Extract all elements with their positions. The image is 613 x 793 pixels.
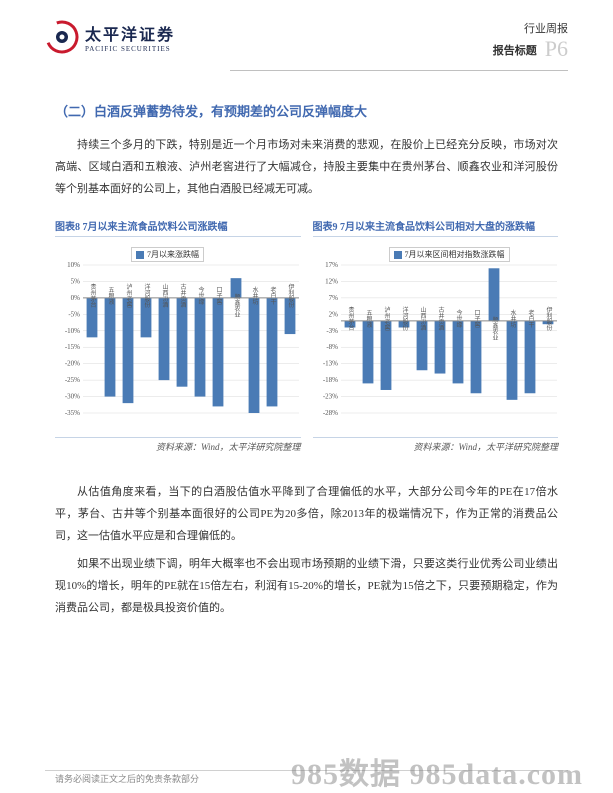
page-header: 太平洋证券 PACIFIC SECURITIES 行业周报 报告标题 P6 — [0, 0, 613, 70]
main-content: （二）白酒反弹蓄势待发，有预期差的公司反弹幅度大 持续三个多月的下跌，特别是近一… — [0, 71, 613, 453]
header-title: 报告标题 — [493, 45, 537, 57]
svg-text:-35%: -35% — [65, 409, 80, 417]
svg-text:古井贡酒: 古井贡酒 — [437, 306, 444, 332]
chart-right-canvas: 7月以来区间相对指数涨跌幅 -28%-23%-18%-13%-8%-3%2%7%… — [313, 243, 559, 433]
header-category: 行业周报 — [493, 20, 568, 36]
para-3: 如果不出现业绩下调，明年大概率也不会出现市场预期的业绩下滑，只要这类行业优秀公司… — [55, 553, 558, 619]
svg-text:水井坊: 水井坊 — [509, 309, 516, 329]
svg-text:山西汾酒: 山西汾酒 — [419, 306, 426, 332]
para-2: 从估值角度来看，当下的白酒股估值水平降到了合理偏低的水平，大部分公司今年的PE在… — [55, 481, 558, 547]
svg-text:-5%: -5% — [68, 310, 80, 318]
svg-text:贵州茅台: 贵州茅台 — [347, 306, 354, 332]
svg-text:-8%: -8% — [326, 343, 338, 351]
svg-text:今世缘: 今世缘 — [455, 309, 462, 328]
svg-text:洋河股份: 洋河股份 — [143, 283, 150, 309]
svg-text:老白干: 老白干 — [269, 286, 276, 306]
chart-row: 图表8 7月以来主流食品饮料公司涨跌幅 7月以来涨跌幅 -35%-30%-25%… — [55, 218, 558, 453]
svg-text:五粮液: 五粮液 — [107, 287, 114, 306]
svg-text:五粮液: 五粮液 — [365, 310, 372, 329]
svg-text:10%: 10% — [67, 261, 80, 269]
header-right: 行业周报 报告标题 P6 — [493, 20, 568, 62]
svg-text:今世缘: 今世缘 — [197, 286, 204, 305]
svg-text:-18%: -18% — [322, 376, 337, 384]
svg-text:泸州老窖: 泸州老窖 — [383, 306, 390, 332]
svg-text:贵州茅台: 贵州茅台 — [89, 283, 96, 309]
chart-right-block: 图表9 7月以来主流食品饮料公司相对大盘的涨跌幅 7月以来区间相对指数涨跌幅 -… — [313, 218, 559, 453]
chart-left-title: 图表8 7月以来主流食品饮料公司涨跌幅 — [55, 218, 301, 237]
chart-left-canvas: 7月以来涨跌幅 -35%-30%-25%-20%-15%-10%-5%0%5%1… — [55, 243, 301, 433]
svg-text:洋河股份: 洋河股份 — [401, 306, 408, 332]
chart-right-title: 图表9 7月以来主流食品饮料公司相对大盘的涨跌幅 — [313, 218, 559, 237]
svg-text:-30%: -30% — [65, 393, 80, 401]
watermark: 985数据 985data.com — [291, 749, 583, 793]
svg-text:-10%: -10% — [65, 327, 80, 335]
svg-text:泸州老窖: 泸州老窖 — [125, 283, 132, 309]
svg-text:7%: 7% — [328, 294, 338, 302]
chart-left-block: 图表8 7月以来主流食品饮料公司涨跌幅 7月以来涨跌幅 -35%-30%-25%… — [55, 218, 301, 453]
svg-text:伊利股份: 伊利股份 — [287, 283, 294, 309]
svg-text:老白干: 老白干 — [527, 309, 534, 329]
svg-text:山西汾酒: 山西汾酒 — [161, 283, 168, 309]
svg-text:-15%: -15% — [65, 343, 80, 351]
para-1: 持续三个多月的下跌，特别是近一个月市场对未来消费的悲观，在股价上已经充分反映，市… — [55, 134, 558, 200]
svg-text:-3%: -3% — [326, 327, 338, 335]
svg-text:古井贡酒: 古井贡酒 — [179, 283, 186, 309]
svg-text:17%: 17% — [325, 261, 338, 269]
page-number: P6 — [545, 36, 568, 61]
svg-text:-28%: -28% — [322, 409, 337, 417]
svg-text:2%: 2% — [328, 310, 338, 318]
pacific-logo-icon — [45, 20, 79, 54]
svg-text:-23%: -23% — [322, 393, 337, 401]
bottom-text: 从估值角度来看，当下的白酒股估值水平降到了合理偏低的水平，大部分公司今年的PE在… — [0, 453, 613, 619]
svg-text:0%: 0% — [71, 294, 81, 302]
svg-text:伊利股份: 伊利股份 — [545, 306, 552, 332]
svg-text:12%: 12% — [325, 277, 338, 285]
svg-text:口子窖: 口子窖 — [473, 310, 480, 329]
svg-text:-20%: -20% — [65, 360, 80, 368]
section-title: （二）白酒反弹蓄势待发，有预期差的公司反弹幅度大 — [55, 101, 558, 120]
logo-text-cn: 太平洋证券 — [85, 21, 175, 45]
logo-text-en: PACIFIC SECURITIES — [85, 45, 175, 53]
svg-text:口子窖: 口子窖 — [215, 287, 222, 306]
svg-text:水井坊: 水井坊 — [251, 286, 258, 306]
chart-right-source: 资料来源：Wind，太平洋研究院整理 — [313, 437, 559, 453]
chart-left-source: 资料来源：Wind，太平洋研究院整理 — [55, 437, 301, 453]
logo-block: 太平洋证券 PACIFIC SECURITIES — [45, 20, 175, 54]
svg-text:5%: 5% — [71, 277, 81, 285]
svg-text:-25%: -25% — [65, 376, 80, 384]
svg-text:-13%: -13% — [322, 360, 337, 368]
footer-text: 请务必阅读正文之后的免责条款部分 — [55, 772, 199, 785]
